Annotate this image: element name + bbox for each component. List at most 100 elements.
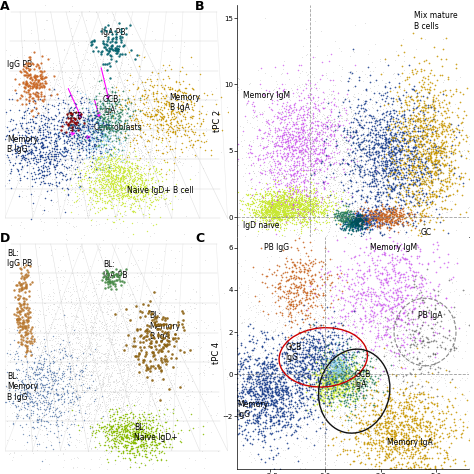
Point [325,354,333,362]
Point [47,155,55,163]
Point [273,398,281,405]
Point [388,393,395,401]
Point [401,142,409,150]
Point [140,123,147,130]
Point [97,97,104,105]
Point [270,442,277,450]
Point [141,327,149,334]
Point [298,373,306,380]
Point [321,456,328,463]
Point [137,325,144,333]
Point [7,384,14,392]
Point [341,371,348,379]
Point [376,462,383,469]
Point [113,186,121,194]
Point [114,146,122,153]
Point [356,383,363,391]
Point [340,227,347,235]
Point [99,96,106,103]
Point [258,209,265,217]
Point [366,187,374,195]
Point [388,428,396,435]
Point [317,273,324,281]
Point [404,442,411,449]
Point [0,400,7,408]
Point [450,344,458,351]
Point [211,377,219,385]
Point [383,209,391,216]
Point [252,399,260,407]
Point [310,229,318,237]
Point [442,447,450,454]
Point [357,232,365,239]
Point [109,425,117,433]
Point [79,383,86,390]
Point [434,358,442,365]
Point [195,370,202,378]
Point [402,325,410,333]
Point [20,108,27,116]
Point [268,202,276,210]
Point [140,202,147,210]
Point [283,252,291,260]
Point [26,91,33,98]
Point [331,360,338,368]
Point [101,432,109,440]
Point [85,136,92,144]
Point [286,192,293,200]
Point [349,222,357,230]
Point [86,137,94,145]
Point [102,104,110,112]
Point [298,188,305,196]
Point [94,197,102,205]
Point [7,115,15,122]
Point [421,454,429,462]
Point [312,156,319,164]
Point [447,439,455,447]
Point [413,131,421,139]
Point [311,272,319,279]
Point [111,349,119,356]
Point [237,363,245,370]
Point [112,433,119,440]
Point [317,184,325,191]
Point [413,176,421,183]
Point [114,354,121,361]
Point [437,343,445,351]
Point [30,385,38,392]
Point [133,401,140,409]
Point [305,346,312,353]
Point [372,264,379,272]
Point [423,146,431,153]
Point [329,366,337,374]
Point [430,91,438,98]
Point [471,149,474,156]
Point [255,425,263,433]
Point [92,299,100,306]
Point [154,130,162,137]
Point [292,188,300,195]
Point [109,157,116,165]
Point [281,112,288,119]
Point [294,133,301,140]
Point [92,276,100,283]
Point [74,73,82,81]
Point [395,325,403,333]
Point [67,383,75,391]
Point [263,189,270,197]
Point [385,312,392,319]
Point [355,378,363,385]
Point [107,159,114,166]
Point [43,127,51,134]
Point [377,419,384,427]
Point [313,117,321,125]
Point [404,205,412,213]
Point [153,158,161,166]
Point [23,316,31,324]
Point [93,104,100,111]
Point [27,145,35,153]
Point [107,319,115,326]
Point [404,392,412,400]
Point [385,139,393,147]
Point [105,310,112,318]
